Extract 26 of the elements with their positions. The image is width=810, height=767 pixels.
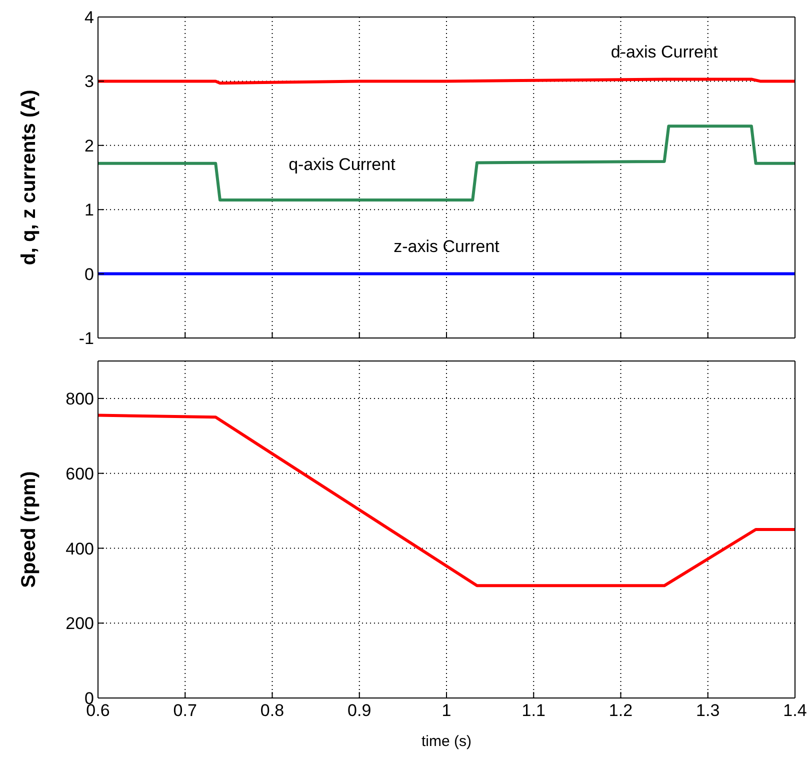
x-tick-label: 1.2	[608, 701, 633, 720]
series-label: z-axis Current	[394, 236, 500, 256]
series-label: q-axis Current	[288, 154, 396, 174]
x-axis-title: time (s)	[422, 733, 472, 750]
series-label: d-axis Current	[610, 42, 718, 62]
y-tick-label: 600	[66, 464, 94, 484]
y-tick-label: 0	[84, 264, 94, 284]
y-tick-label: 800	[66, 389, 94, 408]
line-series	[98, 124, 795, 202]
y-tick-label: 1	[84, 200, 94, 220]
x-tick-label: 1	[442, 701, 452, 720]
y-axis-title: d, q, z currents (A)	[18, 90, 40, 266]
x-tick-label: 0.8	[260, 701, 284, 720]
y-tick-label: 4	[84, 8, 94, 28]
y-tick-label: 200	[66, 614, 94, 634]
y-tick-label: 400	[66, 539, 94, 558]
x-tick-label: 1.1	[522, 701, 546, 720]
x-tick-label: 0.9	[348, 701, 372, 720]
line-series	[98, 414, 795, 588]
y-axis-title: Speed (rpm)	[18, 471, 40, 588]
y-tick-label: 3	[84, 72, 94, 92]
y-tick-label: -1	[78, 329, 94, 348]
x-tick-label: 1.4	[783, 701, 807, 720]
x-tick-label: 0.7	[173, 701, 197, 720]
y-tick-label: 2	[84, 136, 94, 156]
x-tick-label: 1.3	[696, 701, 720, 720]
